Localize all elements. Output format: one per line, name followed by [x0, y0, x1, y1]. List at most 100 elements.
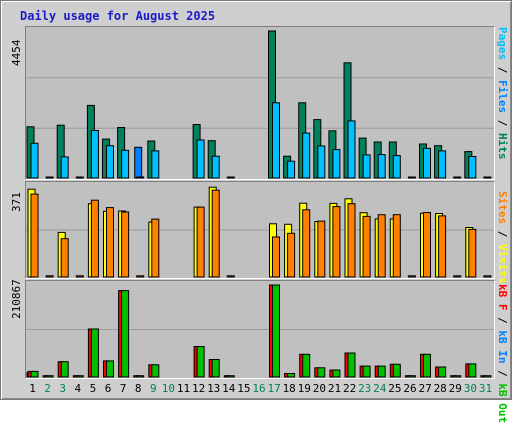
hits-files-pages-chart — [25, 26, 495, 180]
page-title: Daily usage for August 2025 — [20, 9, 216, 23]
pages-bar — [136, 176, 145, 179]
sites-bar — [151, 218, 160, 278]
kb-out-bar — [287, 373, 296, 378]
kb-out-bar — [468, 363, 477, 378]
pages-bar — [377, 154, 386, 179]
day-label: 20 — [312, 382, 327, 395]
day-label: 9 — [149, 382, 157, 395]
hits-files-pages-plot — [26, 30, 494, 179]
day-label: 1 — [29, 382, 36, 395]
legend-entry: kB In — [496, 330, 509, 364]
pages-bar — [106, 145, 114, 179]
day-label: 18 — [282, 382, 296, 395]
pages-bar — [196, 139, 205, 179]
day-label: 3 — [59, 382, 66, 395]
sites-bar — [438, 215, 447, 278]
sites-bar — [211, 189, 220, 278]
kb-out-bar — [377, 365, 386, 378]
visits-sites-chart — [25, 181, 495, 279]
day-label: 13 — [207, 382, 221, 395]
day-label: 8 — [134, 382, 142, 395]
kbytes-plot — [26, 284, 494, 378]
pages-bar — [438, 150, 447, 179]
pages-bar — [468, 156, 477, 179]
sites-bar — [362, 215, 371, 278]
pages-bar — [226, 176, 235, 179]
legend-entry: Hits — [496, 133, 509, 160]
legend-entry: / — [496, 224, 509, 244]
pages-bar — [347, 120, 356, 179]
day-label: 14 — [222, 382, 236, 395]
sites-bar — [347, 203, 356, 278]
sites-bar — [453, 275, 462, 278]
day-label: 26 — [403, 382, 417, 395]
day-label: 23 — [358, 382, 372, 395]
kb-out-bar — [60, 361, 69, 378]
sites-bar — [30, 193, 39, 278]
kbytes-max-label: 210867 — [10, 279, 23, 319]
day-label: 16 — [252, 382, 266, 395]
visits-sites-plot — [26, 186, 494, 278]
kb-out-bar — [453, 375, 462, 378]
pages-bar — [272, 102, 280, 179]
pages-bar — [45, 176, 54, 179]
pages-bar — [362, 154, 371, 179]
kb-out-bar — [75, 375, 84, 378]
sites-bar — [317, 220, 326, 278]
day-label: 17 — [267, 382, 281, 395]
sites-bar — [60, 238, 69, 278]
day-label: 25 — [388, 382, 402, 395]
sites-bar — [106, 207, 114, 278]
day-label: 30 — [463, 382, 478, 395]
legend-entry: Visits — [496, 244, 509, 284]
kb-out-bar — [151, 364, 160, 378]
pages-bar — [407, 176, 416, 179]
sites-bar — [121, 211, 130, 278]
kb-out-bar — [121, 290, 130, 378]
visits-max-label: 371 — [10, 192, 23, 212]
kb-out-bar — [30, 370, 39, 378]
pages-bar — [151, 150, 160, 179]
kb-out-bar — [347, 352, 356, 378]
day-label: 29 — [448, 382, 462, 395]
sites-bar — [302, 209, 311, 278]
kb-out-bar — [423, 353, 431, 378]
kb-out-bar — [90, 328, 99, 378]
kb-out-bar — [136, 375, 145, 378]
sites-bar — [377, 214, 386, 278]
kb-out-bar — [362, 365, 371, 378]
day-label: 21 — [327, 382, 342, 395]
sites-bar — [45, 275, 54, 278]
day-label: 28 — [433, 382, 447, 395]
sites-bar — [483, 275, 492, 278]
day-label: 12 — [191, 382, 206, 395]
hits-max-label: 4454 — [10, 39, 23, 66]
sites-bar — [75, 275, 84, 278]
day-label: 22 — [342, 382, 357, 395]
sites-bar — [136, 275, 145, 278]
day-label: 19 — [297, 382, 311, 395]
kb-out-bar — [272, 284, 280, 378]
sites-bar — [392, 214, 401, 278]
pages-bar — [317, 145, 326, 179]
pages-bar — [483, 176, 492, 179]
kb-out-bar — [438, 366, 447, 378]
sites-bar — [332, 206, 341, 278]
day-label: 7 — [119, 382, 127, 395]
sites-bar — [226, 275, 235, 278]
day-label: 27 — [418, 382, 432, 395]
legend-entry: Files — [496, 80, 509, 114]
pages-bar — [211, 155, 220, 179]
kb-out-bar — [45, 375, 54, 378]
kb-out-bar — [106, 360, 114, 378]
kb-out-bar — [302, 353, 311, 378]
day-label: 4 — [74, 382, 82, 395]
kb-out-bar — [317, 367, 326, 378]
sites-bar — [407, 275, 416, 278]
sites-bar — [90, 199, 99, 278]
pages-bar — [60, 156, 69, 179]
day-label: 11 — [176, 382, 191, 395]
pages-bar — [423, 147, 431, 179]
legend-entry: / — [496, 310, 509, 331]
